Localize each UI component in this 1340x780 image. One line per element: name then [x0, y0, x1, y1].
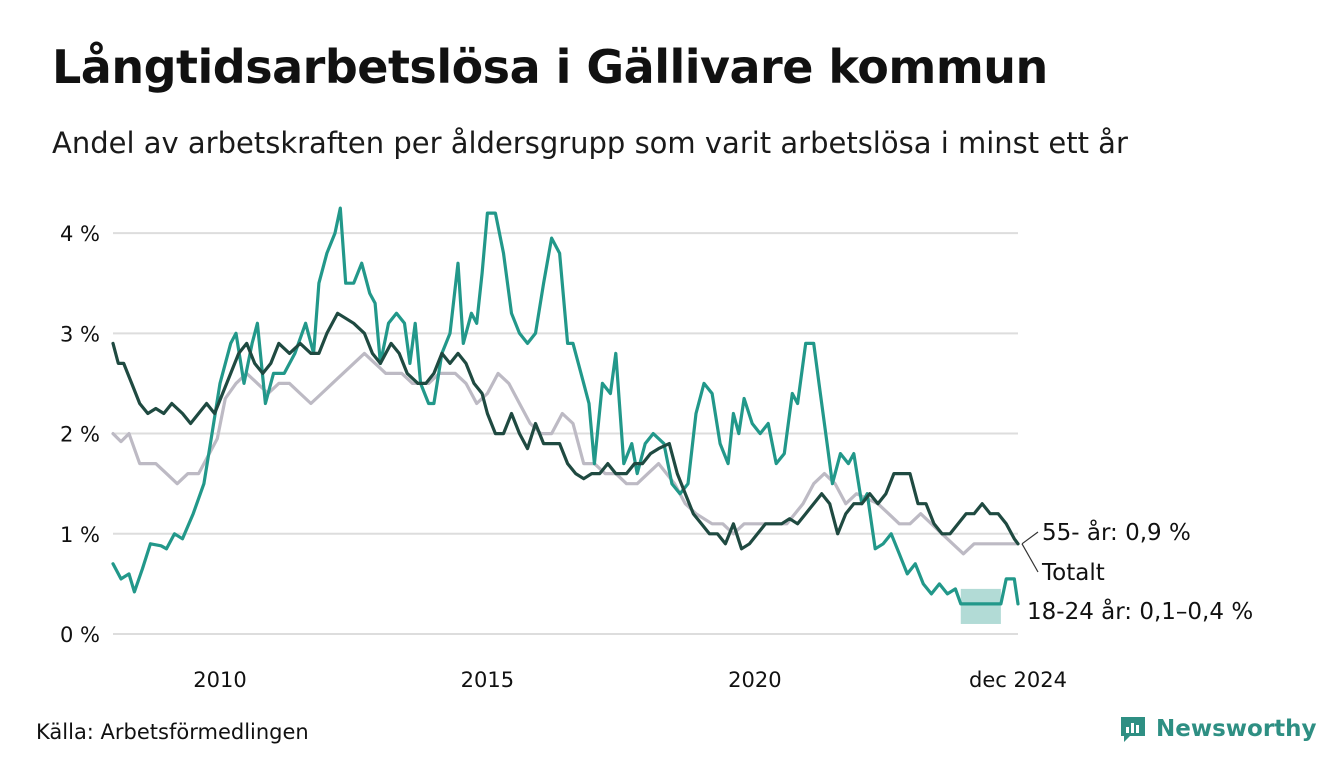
y-tick-label: 1 %	[60, 523, 100, 547]
grid-lines	[113, 232, 1018, 635]
series-end-label: Totalt	[1041, 560, 1105, 586]
series-line	[111, 206, 1020, 606]
leader-line	[1021, 531, 1039, 545]
y-axis-ticks: 0 % 1 % 2 % 3 % 4 %	[60, 222, 100, 647]
x-tick-label: dec 2024	[969, 668, 1067, 692]
chart-subtitle: Andel av arbetskraften per åldersgrupp s…	[52, 126, 1128, 160]
newsworthy-logo-icon	[1121, 717, 1145, 742]
chart-title: Långtidsarbetslösa i Gällivare kommun	[52, 40, 1048, 94]
y-tick-label: 4 %	[60, 222, 100, 246]
source-note: Källa: Arbetsförmedlingen	[36, 720, 309, 744]
y-tick-label: 0 %	[60, 623, 100, 647]
uncertainty-bands	[960, 588, 1001, 624]
x-axis-ticks: 2010 2015 2020 dec 2024	[193, 668, 1067, 692]
series-end-labels: Totalt 18-24 år: 0,1–0,4 % 55- år: 0,9 %	[1021, 518, 1253, 625]
brand-name: Newsworthy	[1156, 716, 1317, 742]
leader-line	[1021, 543, 1039, 573]
series-line	[111, 351, 1020, 556]
series-lines	[111, 206, 1020, 606]
x-tick-label: 2015	[461, 668, 514, 692]
x-tick-label: 2020	[728, 668, 781, 692]
y-tick-label: 2 %	[60, 423, 100, 447]
x-tick-label: 2010	[193, 668, 246, 692]
series-line	[111, 311, 1020, 551]
series-end-label: 18-24 år: 0,1–0,4 %	[1027, 597, 1253, 625]
y-tick-label: 3 %	[60, 322, 100, 346]
uncertainty-band	[960, 588, 1001, 624]
brand-logo: Newsworthy	[1118, 714, 1317, 744]
series-end-label: 55- år: 0,9 %	[1042, 518, 1191, 546]
